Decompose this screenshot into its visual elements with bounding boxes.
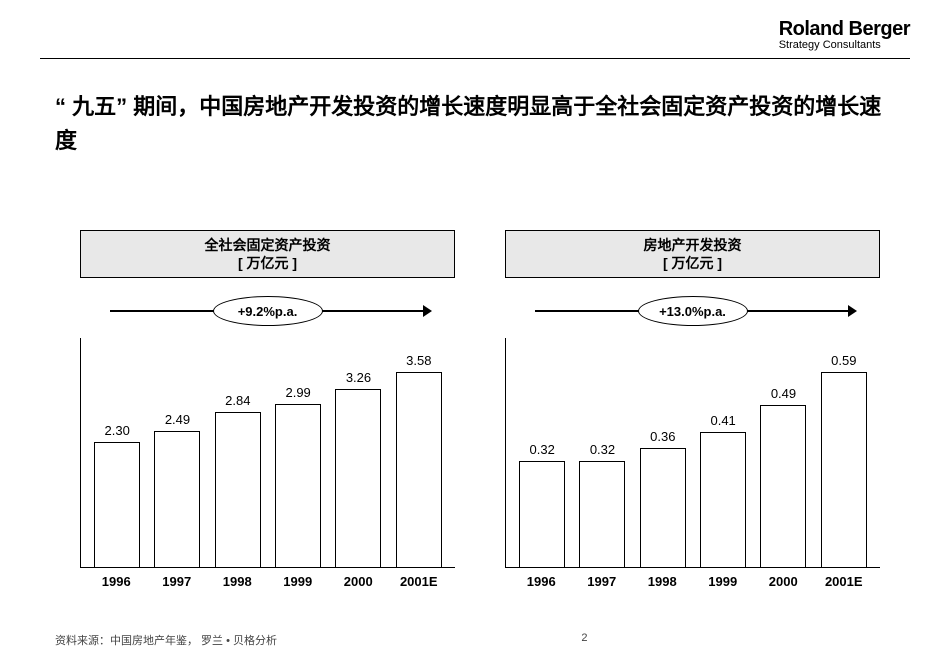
footer: 资料来源：中国房地产年鉴， 罗兰 • 贝格分析 2 . [55, 632, 895, 648]
x-axis: 1996 1997 1998 1999 2000 2001E [505, 568, 880, 589]
bar-value-label: 2.99 [285, 385, 310, 400]
growth-arrow-head-icon [423, 305, 432, 317]
x-tick-label: 1996 [518, 574, 564, 589]
bar: 3.26 [335, 389, 381, 567]
x-tick-label: 1999 [275, 574, 321, 589]
bar: 0.32 [519, 461, 565, 567]
growth-arrow-head-icon [848, 305, 857, 317]
bar: 2.84 [215, 412, 261, 567]
bar-value-label: 0.32 [590, 442, 615, 457]
chart-title: 房地产开发投资 [ 万亿元 ] [505, 230, 880, 278]
page-title: “ 九五” 期间，中国房地产开发投资的增长速度明显高于全社会固定资产投资的增长速… [55, 90, 895, 158]
bar-value-label: 0.41 [710, 413, 735, 428]
bar: 2.30 [94, 442, 140, 567]
bar: 2.99 [275, 404, 321, 567]
header-rule [40, 58, 910, 59]
bar: 0.36 [640, 448, 686, 567]
chart-title-line2: [ 万亿元 ] [81, 255, 454, 273]
growth-badge: +13.0%p.a. [638, 296, 748, 326]
bar-value-label: 0.36 [650, 429, 675, 444]
chart-title-line1: 全社会固定资产投资 [81, 237, 454, 255]
brand-logo: Roland Berger Strategy Consultants [779, 18, 910, 51]
bar-value-label: 3.58 [406, 353, 431, 368]
x-tick-label: 2000 [335, 574, 381, 589]
chart-title: 全社会固定资产投资 [ 万亿元 ] [80, 230, 455, 278]
page-number: 2 [581, 632, 587, 648]
bar: 0.32 [579, 461, 625, 567]
x-tick-label: 1998 [639, 574, 685, 589]
brand-main: Roland Berger [779, 18, 910, 41]
bar: 0.59 [821, 372, 867, 567]
bar-value-label: 3.26 [346, 370, 371, 385]
x-axis: 1996 1997 1998 1999 2000 2001E [80, 568, 455, 589]
x-tick-label: 2001E [396, 574, 442, 589]
slide-page: Roland Berger Strategy Consultants “ 九五”… [0, 0, 950, 658]
bars-container: 0.32 0.32 0.36 0.41 0.49 0.59 [506, 338, 880, 567]
x-tick-label: 1996 [93, 574, 139, 589]
bar: 3.58 [396, 372, 442, 567]
bar: 2.49 [154, 431, 200, 567]
chart-title-line1: 房地产开发投资 [506, 237, 879, 255]
x-tick-label: 1997 [154, 574, 200, 589]
bar-value-label: 0.32 [530, 442, 555, 457]
bars-container: 2.30 2.49 2.84 2.99 3.26 3.58 [81, 338, 455, 567]
growth-badge: +9.2%p.a. [213, 296, 323, 326]
x-tick-label: 2000 [760, 574, 806, 589]
plot-frame: 2.30 2.49 2.84 2.99 3.26 3.58 [80, 338, 455, 568]
footer-source: 资料来源：中国房地产年鉴， 罗兰 • 贝格分析 [55, 632, 277, 648]
plot-area: +13.0%p.a. 0.32 0.32 0.36 0.41 0.49 0.59 [505, 288, 880, 568]
bar-value-label: 0.59 [831, 353, 856, 368]
bar-value-label: 2.84 [225, 393, 250, 408]
charts-row: 全社会固定资产投资 [ 万亿元 ] +9.2%p.a. 2.30 2.49 2.84… [80, 230, 880, 589]
bar-value-label: 0.49 [771, 386, 796, 401]
x-tick-label: 1998 [214, 574, 260, 589]
bar-value-label: 2.49 [165, 412, 190, 427]
bar: 0.49 [760, 405, 806, 567]
chart-real-estate: 房地产开发投资 [ 万亿元 ] +13.0%p.a. 0.320.320.360… [505, 230, 880, 589]
x-tick-label: 1999 [700, 574, 746, 589]
plot-frame: 0.32 0.32 0.36 0.41 0.49 0.59 [505, 338, 880, 568]
chart-title-line2: [ 万亿元 ] [506, 255, 879, 273]
plot-area: +9.2%p.a. 2.30 2.49 2.84 2.99 3.26 3.58 [80, 288, 455, 568]
chart-fixed-asset: 全社会固定资产投资 [ 万亿元 ] +9.2%p.a. 2.30 2.49 2.84… [80, 230, 455, 589]
x-tick-label: 2001E [821, 574, 867, 589]
x-tick-label: 1997 [579, 574, 625, 589]
bar-value-label: 2.30 [105, 423, 130, 438]
bar: 0.41 [700, 432, 746, 568]
